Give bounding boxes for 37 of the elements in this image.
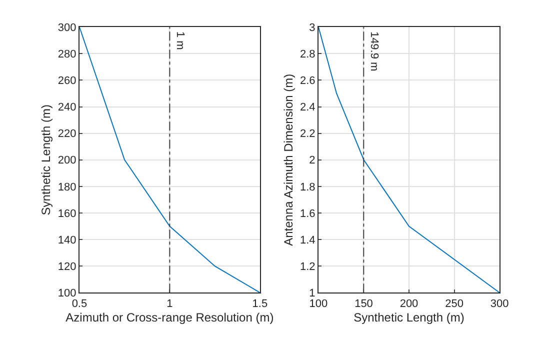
x-tick-label: 150: [354, 298, 373, 310]
y-tick-label: 1.8: [300, 181, 316, 194]
y-axis-title: Synthetic Length (m): [39, 104, 54, 216]
y-tick-label: 200: [58, 154, 76, 167]
y-tick-label: 2: [309, 154, 316, 167]
y-tick-label: 2.4: [300, 102, 316, 114]
y-tick-label: 2.8: [300, 48, 316, 60]
y-tick-label: 1: [309, 287, 316, 300]
y-tick-label: 160: [58, 208, 76, 220]
x-tick-label: 200: [400, 298, 418, 310]
y-tick-label: 220: [58, 128, 76, 140]
y-tick-label: 1.6: [300, 208, 316, 220]
line-series: [318, 27, 500, 293]
y-tick-label: 180: [58, 181, 76, 194]
y-tick-label: 100: [58, 287, 76, 300]
ref-line-label: 1 m: [174, 31, 186, 50]
y-tick-label: 120: [58, 260, 76, 273]
y-tick-label: 280: [58, 48, 76, 60]
y-tick-label: 240: [58, 102, 76, 114]
y-axis-title: Antenna Azimuth Dimension (m): [281, 74, 296, 246]
x-axis-title: Azimuth or Cross-range Resolution (m): [66, 310, 274, 325]
x-tick-label: 250: [445, 298, 464, 310]
y-tick-label: 2.6: [300, 75, 316, 88]
y-tick-label: 2.2: [300, 128, 316, 140]
y-tick-label: 140: [58, 234, 76, 246]
ref-line-label: 149.9 m: [368, 31, 380, 72]
x-tick-label: 1.5: [252, 298, 268, 310]
y-tick-label: 300: [58, 22, 76, 34]
y-tick-label: 1.4: [300, 234, 316, 246]
y-tick-label: 1.2: [300, 260, 316, 273]
x-axis-title: Synthetic Length (m): [354, 310, 464, 325]
x-tick-label: 1: [166, 298, 173, 310]
y-tick-label: 3: [309, 22, 316, 34]
x-tick-label: 0.5: [72, 298, 88, 310]
x-tick-label: 300: [490, 298, 509, 310]
line-series: [79, 27, 260, 293]
y-tick-label: 260: [58, 75, 76, 88]
